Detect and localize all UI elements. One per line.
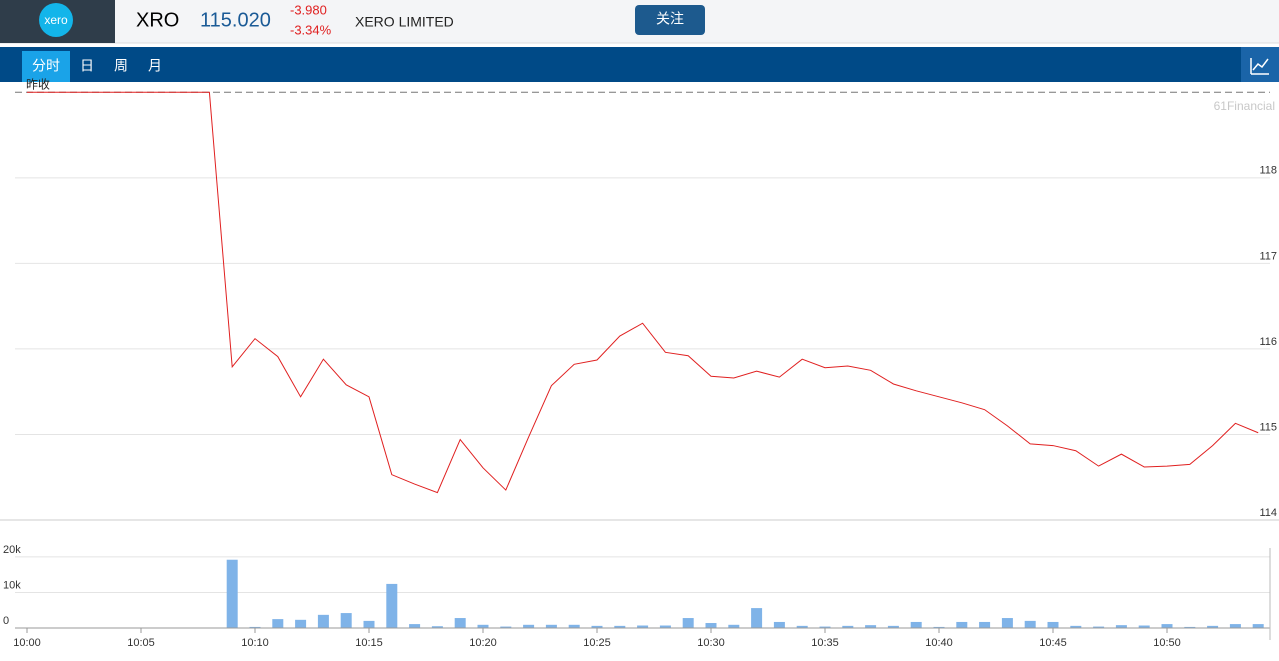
volume-bar	[386, 583, 398, 628]
volume-bar	[979, 621, 991, 628]
volume-bar	[340, 613, 352, 628]
y-tick-label: 114	[1259, 507, 1277, 519]
volume-bar	[363, 620, 375, 628]
change: -3.980	[290, 2, 327, 17]
volume-bar	[933, 626, 945, 628]
volume-bar	[545, 624, 557, 628]
y-tick-label: 115	[1259, 421, 1277, 433]
icon-line	[1252, 58, 1269, 71]
volume-bar	[249, 626, 261, 628]
volume-bar	[1138, 625, 1150, 628]
reference-label: 昨收	[26, 77, 50, 91]
price: 115.020	[200, 9, 271, 31]
volume-bar	[705, 623, 717, 628]
volume-bar	[751, 608, 763, 628]
x-tick-label: 10:35	[811, 637, 839, 649]
volume-bar	[477, 624, 489, 628]
tab[interactable]: 日	[80, 58, 94, 74]
x-tick-label: 10:30	[697, 637, 725, 649]
follow-button-bg[interactable]	[635, 5, 705, 35]
volume-bar	[1070, 625, 1082, 628]
y-tick-label: 117	[1259, 250, 1277, 262]
volume-bar	[454, 618, 466, 628]
x-tick-label: 10:15	[355, 637, 383, 649]
volume-bar	[865, 625, 877, 628]
volume-bar	[637, 625, 649, 628]
y-tick-label: 20k	[3, 544, 21, 556]
x-tick-label: 10:20	[469, 637, 497, 649]
volume-bar	[1093, 626, 1105, 628]
volume-bar	[523, 624, 535, 628]
y-tick-label: 118	[1259, 165, 1277, 177]
volume-bar	[1207, 625, 1219, 628]
logo-text: xero	[44, 13, 68, 27]
y-tick-label: 116	[1259, 336, 1277, 348]
volume-bar	[773, 621, 785, 628]
volume-bar	[819, 626, 831, 628]
price-line	[27, 91, 1259, 494]
x-tick-label: 10:05	[127, 637, 155, 649]
company-name: XERO LIMITED	[355, 14, 454, 30]
volume-bar	[295, 619, 307, 628]
chart-type-button[interactable]	[1241, 47, 1279, 82]
volume-bar	[431, 626, 443, 628]
x-tick-label: 10:10	[241, 637, 269, 649]
volume-bar	[317, 614, 329, 628]
ticker: XRO	[136, 9, 179, 31]
volume-bar	[956, 621, 968, 628]
volume-bar	[1252, 624, 1264, 628]
volume-bar	[796, 625, 808, 628]
volume-bar	[1047, 621, 1059, 628]
x-tick-label: 10:25	[583, 637, 611, 649]
volume-bar	[910, 621, 922, 628]
change-pct: -3.34%	[290, 22, 332, 37]
volume-bar	[409, 624, 421, 628]
volume-bar	[1024, 620, 1036, 628]
volume-bar	[728, 624, 740, 628]
volume-bar	[591, 625, 603, 628]
follow-button-label[interactable]: 关注	[656, 11, 684, 27]
x-tick-label: 10:00	[13, 637, 41, 649]
volume-bar	[1161, 624, 1173, 628]
volume-bar	[1001, 618, 1013, 628]
active-tab-bg[interactable]	[22, 51, 70, 82]
volume-bar	[887, 625, 899, 628]
watermark: 61Financial	[1214, 99, 1275, 113]
y-tick-label: 0	[3, 615, 9, 627]
x-tick-label: 10:45	[1039, 637, 1067, 649]
volume-bar	[568, 624, 580, 628]
tab[interactable]: 周	[114, 58, 128, 74]
volume-bar	[1115, 625, 1127, 628]
logo-circle	[39, 3, 73, 37]
tab[interactable]: 月	[148, 58, 162, 74]
volume-bar	[272, 619, 284, 628]
volume-bar	[614, 625, 626, 628]
volume-bar	[1229, 624, 1241, 628]
volume-bar	[500, 626, 512, 628]
tab-bar	[0, 47, 1279, 82]
follow-button[interactable]: 关注	[635, 5, 705, 35]
volume-bar	[1184, 626, 1196, 628]
tab[interactable]: 分时	[32, 58, 60, 74]
x-tick-label: 10:50	[1153, 637, 1181, 649]
x-tick-label: 10:40	[925, 637, 953, 649]
volume-bar	[682, 618, 694, 628]
volume-bar	[226, 559, 238, 628]
volume-bar	[842, 625, 854, 628]
chart-type-bg[interactable]	[1241, 47, 1279, 82]
y-tick-label: 10k	[3, 579, 21, 591]
volume-bar	[659, 625, 671, 628]
